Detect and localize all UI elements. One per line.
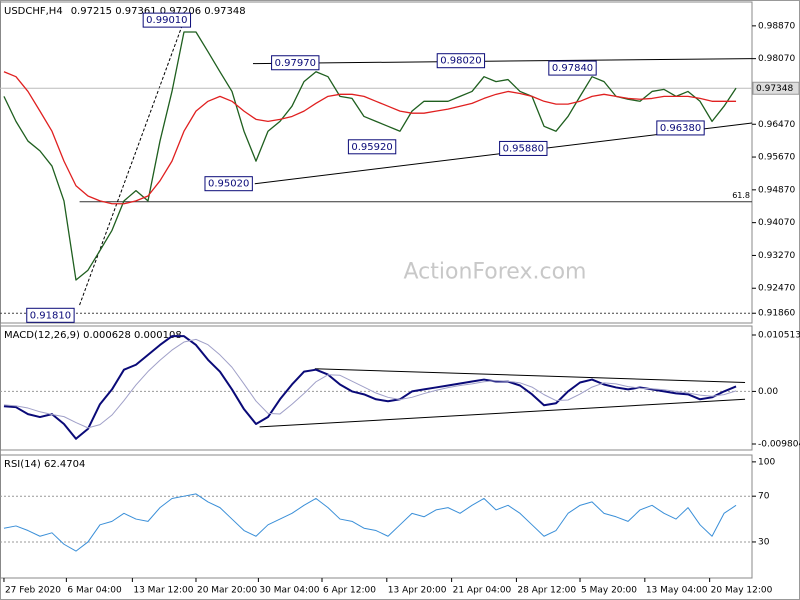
annotation-label: 0.95880 <box>503 143 544 154</box>
y-tick-label: 0.93270 <box>758 251 795 261</box>
annotation-box <box>436 53 486 69</box>
x-tick-label: 5 May 20:00 <box>581 586 637 596</box>
annotation-label: 0.96380 <box>660 123 701 134</box>
annotation-box <box>204 176 253 192</box>
y-tick-label: 0.94070 <box>758 218 795 228</box>
x-tick-label: 6 Apr 12:00 <box>323 586 376 596</box>
series-line <box>3 71 737 205</box>
y-tick-label: 0.98070 <box>758 54 795 64</box>
annotation-label: 0.97840 <box>552 63 593 74</box>
x-tick-label: 30 Mar 04:00 <box>259 586 319 596</box>
y-tick-label: 100 <box>758 457 775 467</box>
panel <box>0 454 753 579</box>
x-tick-label: 20 May 12:00 <box>711 586 773 596</box>
y-tick-label: 0.91860 <box>758 309 795 319</box>
x-tick-label: 27 Feb 2020 <box>5 586 61 596</box>
trendline <box>259 398 746 428</box>
x-tick-label: 13 May 04:00 <box>646 586 708 596</box>
trendline <box>252 58 753 65</box>
annotation-box <box>499 140 548 156</box>
annotation-box <box>271 55 320 71</box>
annotation-label: 0.91810 <box>30 310 71 321</box>
annotation-label: 0.97970 <box>275 58 316 69</box>
y-tick-label: 0.96470 <box>758 120 795 130</box>
y-tick-label: 0.00 <box>758 387 778 397</box>
panel <box>0 1 753 324</box>
x-tick-label: 20 Mar 20:00 <box>197 586 257 596</box>
annotation-box <box>26 307 75 323</box>
panel-title: MACD(12,26,9) 0.000628 0.000108 <box>4 330 182 341</box>
y-tick-label: 0.94870 <box>758 185 795 195</box>
x-tick-label: 6 Mar 04:00 <box>67 586 122 596</box>
annotation-label: 0.95920 <box>351 142 392 153</box>
x-tick-label: 13 Mar 12:00 <box>133 586 193 596</box>
y-tick-label: 0.010513 <box>758 330 800 340</box>
annotation-box <box>142 12 192 28</box>
y-tick-label: 30 <box>758 537 770 547</box>
annotation-box <box>347 139 397 155</box>
annotation-label: 0.95020 <box>208 179 249 190</box>
watermark: ActionForex.com <box>404 260 587 285</box>
y-tick-label: 0.98870 <box>758 21 795 31</box>
y-tick-label: 0.95670 <box>758 153 795 163</box>
series-line <box>3 31 737 281</box>
x-tick-label: 21 Apr 04:00 <box>453 586 512 596</box>
annotation-box <box>548 60 597 76</box>
trendline <box>314 368 746 383</box>
panel-title: USDCHF,H4 <box>4 6 63 17</box>
series-line <box>3 335 737 440</box>
y-tick-label: 70 <box>758 492 770 502</box>
current-price-box <box>752 81 800 95</box>
panel <box>0 325 753 451</box>
current-price-label: 0.97348 <box>756 84 793 94</box>
x-tick-label: 13 Apr 20:00 <box>388 586 447 596</box>
fib-label: 61.8 <box>732 191 750 200</box>
series-line <box>3 338 737 429</box>
annotation-label: 0.98020 <box>440 56 481 67</box>
annotation-box <box>656 120 705 136</box>
series-line <box>3 493 737 552</box>
panel-subtitle: 0.97215 0.97361 0.97206 0.97348 <box>71 6 246 17</box>
y-tick-label: -0.009804 <box>758 440 800 450</box>
annotation-label: 0.99010 <box>146 15 187 26</box>
x-tick-label: 28 Apr 12:00 <box>517 586 576 596</box>
y-tick-label: 0.92470 <box>758 284 795 294</box>
panel-title: RSI(14) 62.4704 <box>4 459 85 470</box>
